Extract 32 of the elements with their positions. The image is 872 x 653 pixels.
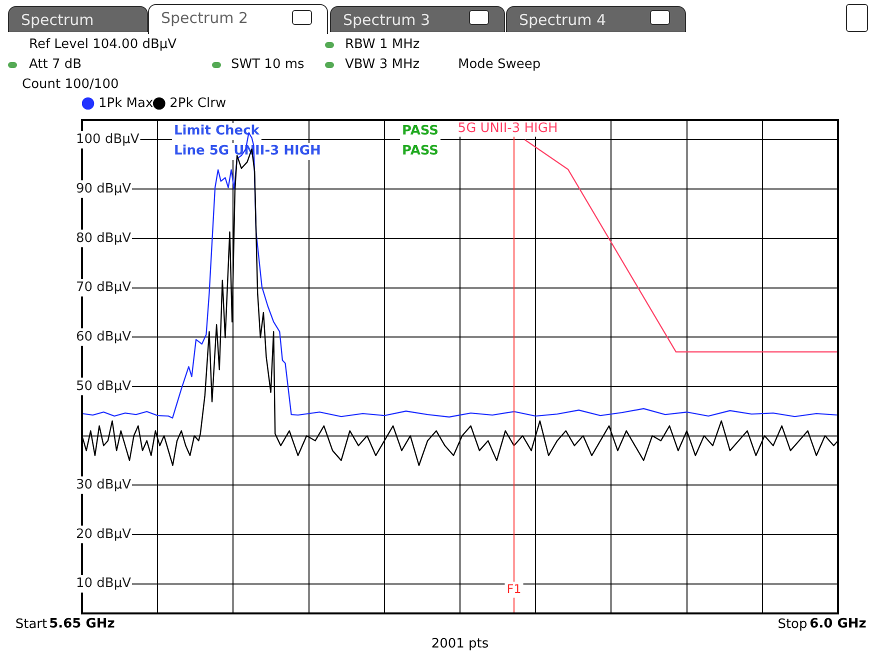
y-tick-label: 70 dBµV	[76, 280, 132, 296]
x-tick-label: 5.65 GHz	[49, 616, 115, 632]
y-tick-label: 80 dBµV	[76, 230, 132, 246]
text: Spectrum 2	[148, 4, 328, 34]
annotation: PASS	[402, 143, 439, 158]
annotation: PASS	[402, 123, 439, 138]
series-label: 5G UNII-3 HIGH	[458, 121, 558, 136]
text: SWT 10 ms	[231, 57, 304, 72]
y-tick-label: 20 dBµV	[76, 526, 132, 542]
x-tick-label: 6.0 GHz	[810, 616, 866, 632]
y-tick-label: 10 dBµV	[76, 576, 132, 592]
text: Spectrum	[8, 6, 148, 32]
text: RBW 1 MHz	[345, 37, 420, 52]
legend-label: 1Pk Max	[98, 96, 154, 111]
y-tick-label: 60 dBµV	[76, 329, 132, 344]
y-tick-label: 30 dBµV	[76, 477, 132, 492]
text: Spectrum 4	[506, 6, 686, 32]
y-tick-label: 100 dBµV	[76, 132, 140, 148]
text: Att 7 dB	[29, 57, 82, 72]
text: Stop	[778, 616, 808, 632]
ref-line-label: F1	[506, 582, 522, 596]
text: VBW 3 MHz	[345, 57, 420, 72]
annotation: Limit Check	[174, 123, 260, 138]
text: Mode Sweep	[458, 57, 541, 72]
text: Start	[15, 616, 48, 632]
y-tick-label: 50 dBµV	[76, 378, 132, 394]
text: 2001 pts	[431, 636, 489, 652]
text: Spectrum 3	[330, 6, 505, 32]
text: Count 100/100	[22, 77, 119, 92]
text: Ref Level 104.00 dBµV	[29, 37, 177, 52]
y-tick-label: 90 dBµV	[76, 181, 132, 196]
legend-label: 2Pk Clrw	[170, 96, 226, 111]
